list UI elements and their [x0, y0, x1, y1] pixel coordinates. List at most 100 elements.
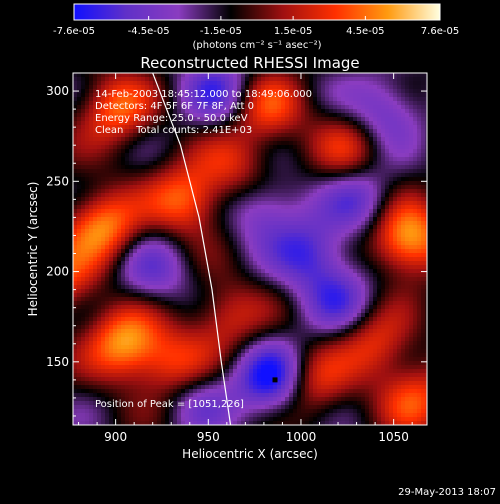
- heatmap-cell: [345, 229, 349, 233]
- heatmap-cell: [101, 197, 105, 201]
- heatmap-cell: [353, 181, 357, 185]
- heatmap-cell: [381, 217, 385, 221]
- heatmap-cell: [361, 105, 365, 109]
- heatmap-cell: [349, 81, 353, 85]
- heatmap-cell: [85, 293, 89, 297]
- heatmap-cell: [109, 265, 113, 269]
- heatmap-cell: [253, 145, 257, 149]
- heatmap-cell: [77, 137, 81, 141]
- heatmap-cell: [185, 229, 189, 233]
- heatmap-cell: [225, 161, 229, 165]
- heatmap-cell: [133, 193, 137, 197]
- heatmap-cell: [309, 277, 313, 281]
- heatmap-cell: [161, 257, 165, 261]
- heatmap-cell: [101, 289, 105, 293]
- heatmap-cell: [105, 173, 109, 177]
- heatmap-cell: [265, 169, 269, 173]
- heatmap-cell: [281, 73, 285, 77]
- heatmap-cell: [225, 201, 229, 205]
- heatmap-cell: [89, 73, 93, 77]
- heatmap-cell: [405, 233, 409, 237]
- heatmap-cell: [417, 113, 421, 117]
- heatmap-cell: [313, 217, 317, 221]
- heatmap-cell: [113, 149, 117, 153]
- heatmap-cell: [321, 233, 325, 237]
- heatmap-cell: [177, 253, 181, 257]
- heatmap-cell: [97, 161, 101, 165]
- heatmap-cell: [385, 261, 389, 265]
- heatmap-cell: [309, 225, 313, 229]
- heatmap-cell: [385, 197, 389, 201]
- heatmap-cell: [137, 173, 141, 177]
- heatmap-cell: [209, 169, 213, 173]
- heatmap-cell: [413, 245, 417, 249]
- heatmap-cell: [285, 197, 289, 201]
- heatmap-cell: [193, 189, 197, 193]
- heatmap-cell: [321, 89, 325, 93]
- heatmap-cell: [301, 125, 305, 129]
- heatmap-cell: [245, 197, 249, 201]
- heatmap-cell: [97, 225, 101, 229]
- heatmap-cell: [229, 73, 233, 77]
- heatmap-cell: [145, 257, 149, 261]
- heatmap-cell: [157, 145, 161, 149]
- heatmap-cell: [165, 193, 169, 197]
- heatmap-cell: [377, 137, 381, 141]
- heatmap-cell: [237, 241, 241, 245]
- heatmap-cell: [249, 161, 253, 165]
- heatmap-cell: [421, 205, 425, 209]
- heatmap-cell: [349, 185, 353, 189]
- heatmap-cell: [333, 289, 337, 293]
- heatmap-cell: [413, 233, 417, 237]
- heatmap-cell: [261, 177, 265, 181]
- heatmap-cell: [117, 249, 121, 253]
- heatmap-cell: [161, 81, 165, 85]
- heatmap-cell: [369, 253, 373, 257]
- heatmap-cell: [97, 169, 101, 173]
- heatmap-cell: [285, 189, 289, 193]
- heatmap-cell: [193, 145, 197, 149]
- heatmap-cell: [189, 245, 193, 249]
- heatmap-cell: [101, 273, 105, 277]
- heatmap-cell: [297, 225, 301, 229]
- heatmap-cell: [313, 237, 317, 241]
- heatmap-cell: [421, 237, 425, 241]
- heatmap-cell: [273, 253, 277, 257]
- heatmap-cell: [417, 253, 421, 257]
- heatmap-cell: [229, 153, 233, 157]
- heatmap-cell: [385, 93, 389, 97]
- heatmap-cell: [321, 109, 325, 113]
- heatmap-cell: [397, 153, 401, 157]
- heatmap-cell: [185, 265, 189, 269]
- heatmap-cell: [281, 193, 285, 197]
- heatmap-cell: [101, 237, 105, 241]
- heatmap-cell: [109, 161, 113, 165]
- heatmap-cell: [349, 273, 353, 277]
- heatmap-cell: [281, 181, 285, 185]
- heatmap-cell: [237, 225, 241, 229]
- heatmap-cell: [289, 217, 293, 221]
- heatmap-cell: [133, 213, 137, 217]
- heatmap-cell: [325, 173, 329, 177]
- colorbar-tick-label: -4.5e-05: [128, 26, 170, 37]
- heatmap-cell: [357, 217, 361, 221]
- heatmap-cell: [205, 193, 209, 197]
- heatmap-cell: [421, 241, 425, 245]
- heatmap-cell: [281, 205, 285, 209]
- heatmap-cell: [349, 129, 353, 133]
- heatmap-cell: [397, 233, 401, 237]
- heatmap-cell: [325, 133, 329, 137]
- heatmap-cell: [133, 289, 137, 293]
- heatmap-cell: [369, 161, 373, 165]
- heatmap-cell: [337, 233, 341, 237]
- heatmap-cell: [109, 165, 113, 169]
- heatmap-cell: [201, 157, 205, 161]
- heatmap-cell: [325, 189, 329, 193]
- heatmap-cell: [297, 261, 301, 265]
- heatmap-cell: [385, 125, 389, 129]
- heatmap-cell: [137, 277, 141, 281]
- heatmap-cell: [381, 121, 385, 125]
- heatmap-cell: [137, 137, 141, 141]
- heatmap-cell: [165, 73, 169, 77]
- heatmap-cell: [333, 177, 337, 181]
